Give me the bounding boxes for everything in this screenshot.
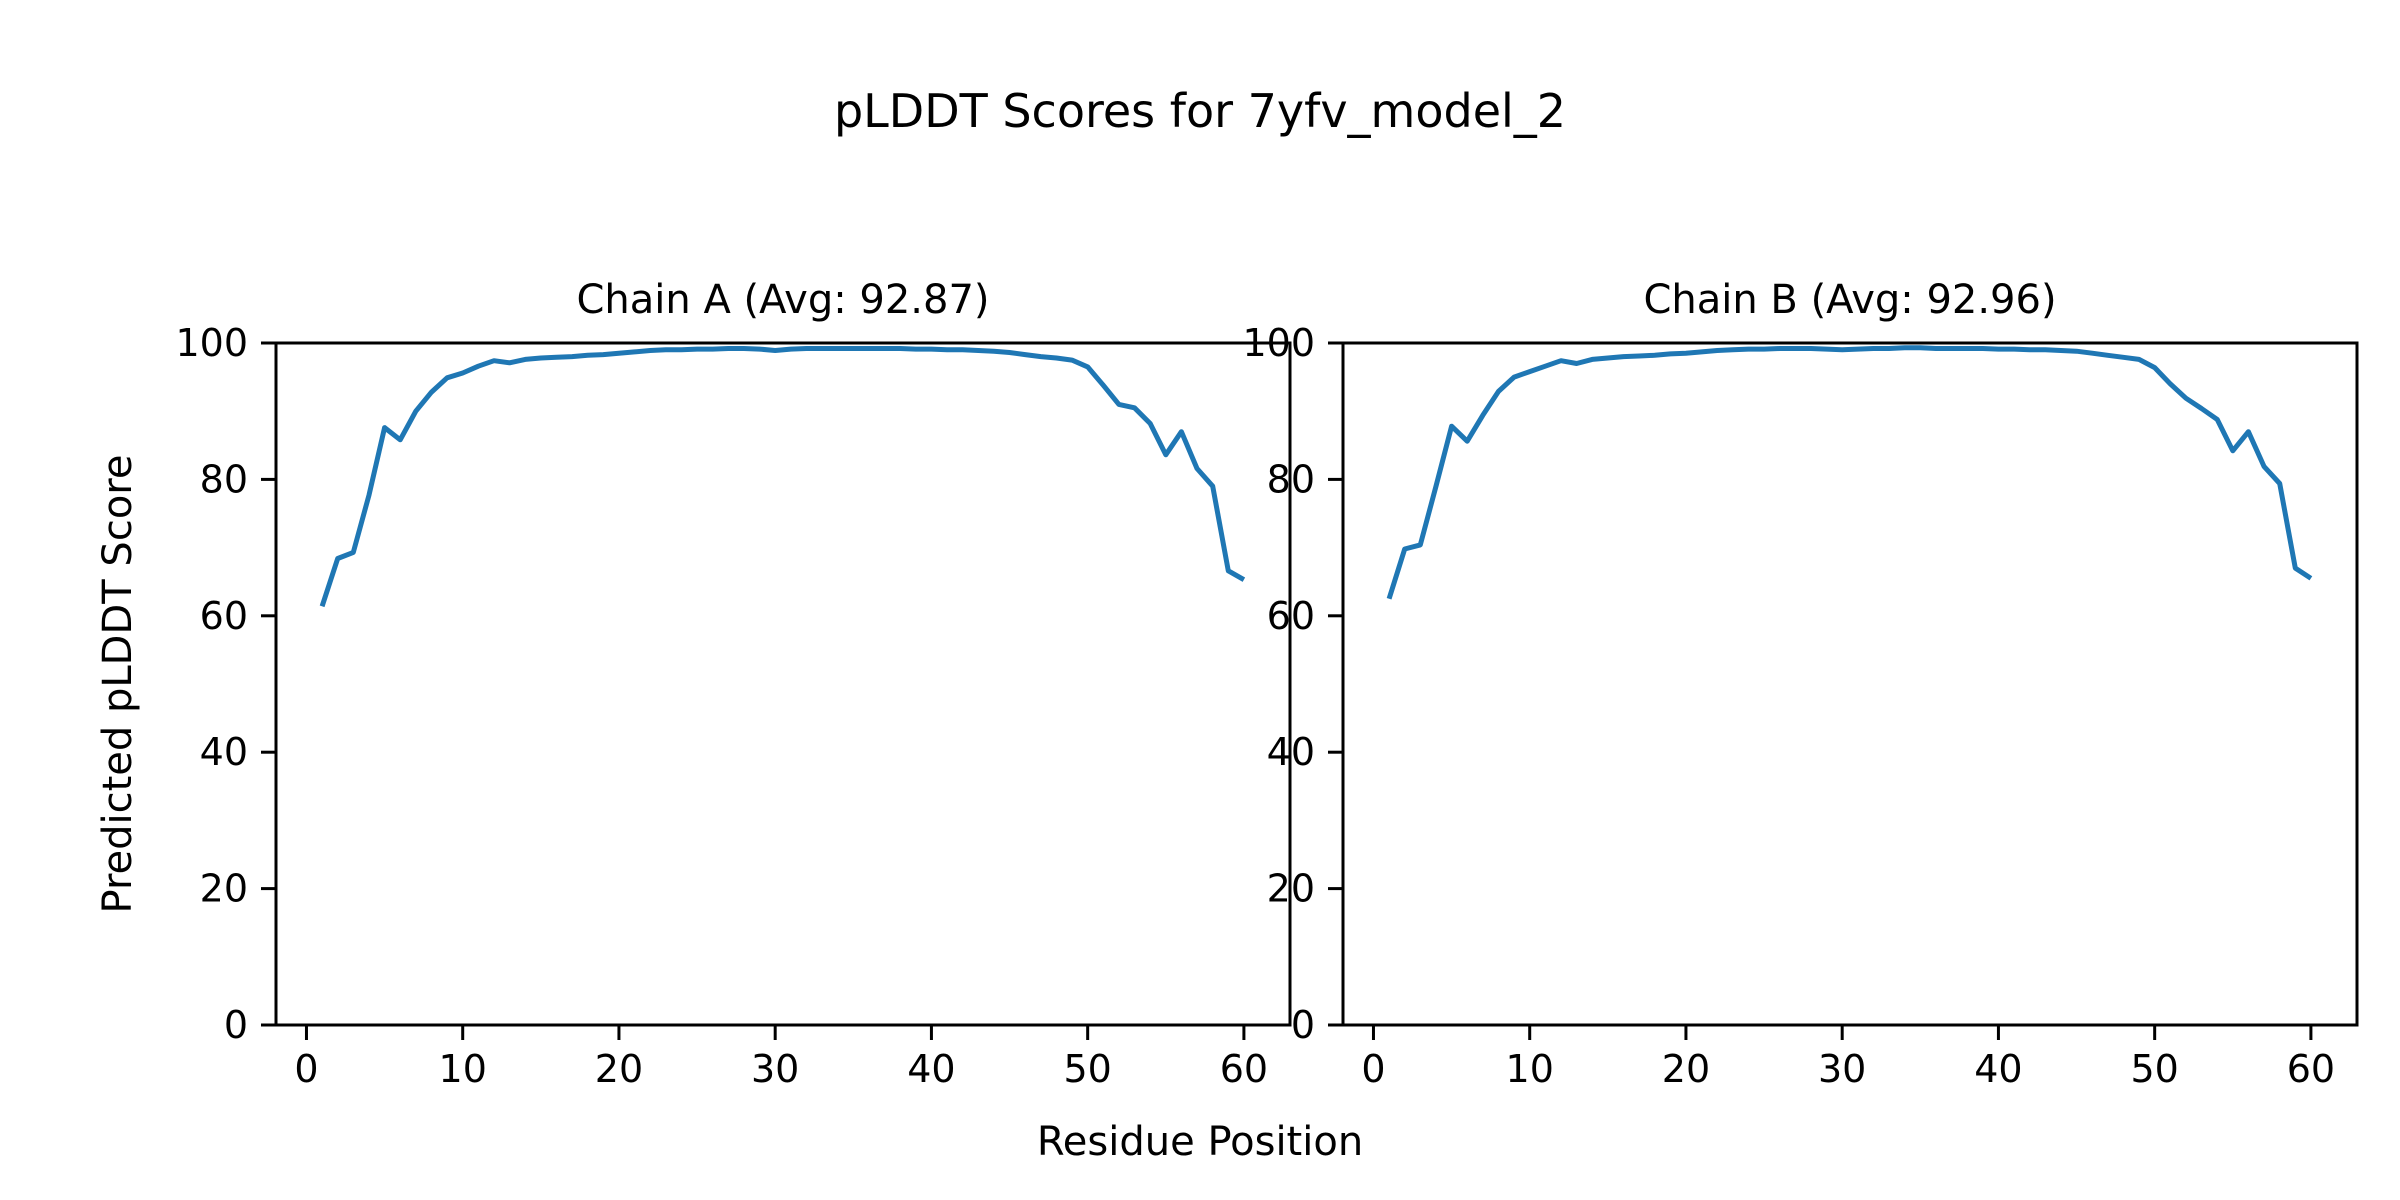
y-tick-label: 80 [200,457,248,501]
x-tick-label: 30 [751,1047,799,1091]
x-tick-label: 40 [1974,1047,2022,1091]
y-tick-label: 40 [200,730,248,774]
chain-a-subplot-title: Chain A (Avg: 92.87) [576,277,990,323]
x-tick-label: 30 [1818,1047,1866,1091]
y-tick-label: 80 [1267,457,1315,501]
y-tick-label: 20 [1267,867,1315,911]
y-tick-label: 20 [200,867,248,911]
figure-title: pLDDT Scores for 7yfv_model_2 [833,84,1567,138]
plddt-line-chain-a [319,346,1246,608]
y-tick-label: 0 [224,1003,248,1047]
x-tick-label: 20 [1662,1047,1710,1091]
y-tick-label: 100 [175,321,248,365]
y-tick-label: 60 [200,594,248,638]
y-tick-label: 60 [1267,594,1315,638]
y-axis-label: Predicted pLDDT Score [95,454,141,914]
x-tick-label: 60 [1220,1047,1268,1091]
axes-spines [274,341,1292,1027]
axes-spines [1341,341,2359,1027]
x-tick-label: 50 [1063,1047,1111,1091]
x-tick-label: 20 [595,1047,643,1091]
y-tick-label: 100 [1242,321,1315,365]
y-tick-label: 0 [1291,1003,1315,1047]
chain-b-plot-area: 0 10 20 30 40 50 60 0 20 40 60 80 100 [1242,321,2359,1091]
x-tick-label: 0 [1361,1047,1385,1091]
plddt-line-chain-b [1386,345,2313,600]
x-tick-label: 60 [2287,1047,2335,1091]
chain-b-subplot-title: Chain B (Avg: 92.96) [1643,277,2057,323]
chain-a-plot-area: 0 10 20 30 40 50 60 0 20 40 60 80 100 [175,321,1292,1091]
y-tick-label: 40 [1267,730,1315,774]
x-tick-label: 0 [294,1047,318,1091]
x-tick-label: 40 [907,1047,955,1091]
x-axis-label: Residue Position [1036,1119,1364,1165]
x-tick-label: 10 [1506,1047,1554,1091]
x-tick-label: 10 [439,1047,487,1091]
x-tick-label: 50 [2130,1047,2178,1091]
